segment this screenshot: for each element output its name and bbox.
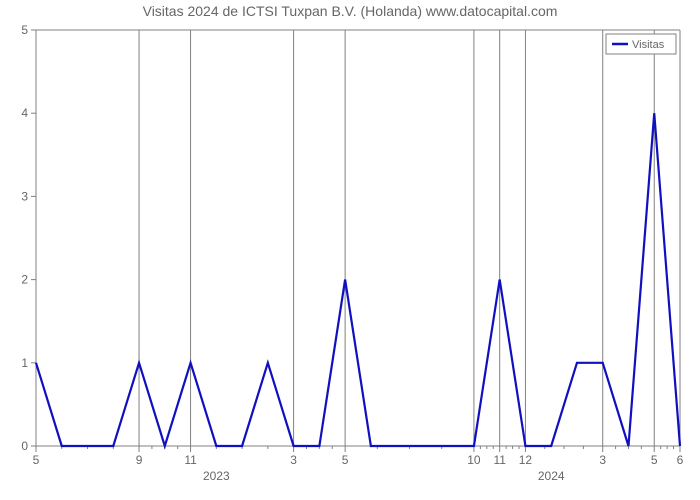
x-year-label: 2023 (203, 469, 230, 483)
x-tick-label: 10 (467, 453, 481, 467)
x-tick-label: 11 (493, 453, 506, 467)
x-tick-label: 5 (651, 453, 658, 467)
x-tick-label: 6 (677, 453, 684, 467)
y-tick-label: 3 (21, 189, 28, 203)
y-tick-label: 1 (21, 356, 28, 370)
visits-line-chart: Visitas 2024 de ICTSI Tuxpan B.V. (Holan… (0, 0, 700, 500)
x-tick-label: 3 (290, 453, 297, 467)
x-tick-label: 5 (342, 453, 349, 467)
chart-svg: Visitas 2024 de ICTSI Tuxpan B.V. (Holan… (0, 0, 700, 500)
x-tick-label: 5 (33, 453, 40, 467)
visits-series-line (36, 113, 680, 446)
y-tick-label: 2 (21, 273, 28, 287)
chart-title: Visitas 2024 de ICTSI Tuxpan B.V. (Holan… (143, 3, 558, 19)
x-tick-label: 12 (519, 453, 533, 467)
x-year-label: 2024 (538, 469, 565, 483)
y-tick-label: 4 (21, 106, 28, 120)
y-tick-label: 5 (21, 23, 28, 37)
legend-label: Visitas (632, 39, 665, 51)
x-tick-label: 3 (599, 453, 606, 467)
x-tick-label: 9 (136, 453, 143, 467)
y-tick-label: 0 (21, 439, 28, 453)
x-tick-label: 11 (184, 453, 197, 467)
